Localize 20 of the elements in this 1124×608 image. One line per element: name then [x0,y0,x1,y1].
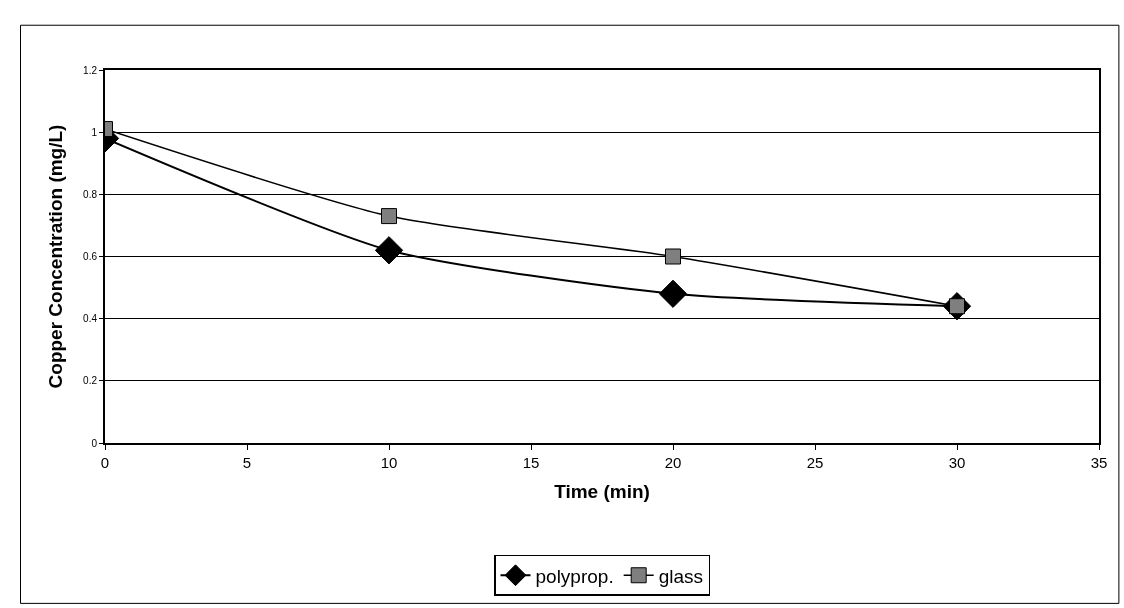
y-axis-title: Copper Concentration (mg/L) [45,124,67,389]
x-tick-label: 25 [806,454,824,471]
x-axis-title: Time (min) [554,481,650,503]
x-tick-label: 5 [242,454,252,471]
x-tick-label: 10 [380,454,398,471]
y-tick-label: 0 [91,437,98,449]
legend-label: polyprop. [535,565,614,587]
point [665,248,681,265]
x-tick-label: 30 [948,454,966,471]
y-tick-label: 0.6 [83,251,98,262]
y-tick-label: 1 [91,126,98,138]
x-tick-label: 15 [522,454,540,471]
y-tick-label: 0.8 [83,188,98,200]
y-tick-label: 1.2 [83,64,98,76]
point [658,279,688,308]
y-tick-label: 0.2 [83,375,98,387]
legend-label: glass [658,565,704,587]
y-tick-label: 0.4 [83,313,98,325]
x-tick-label: 20 [664,454,682,471]
x-tick-label: 35 [1090,454,1108,471]
